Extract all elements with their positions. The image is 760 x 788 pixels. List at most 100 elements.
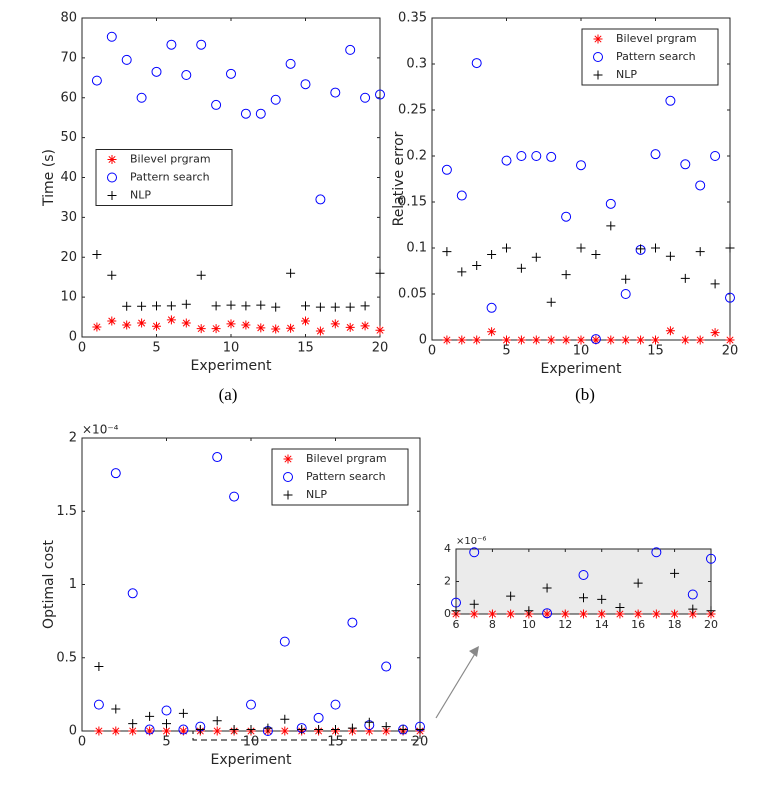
marker-shape xyxy=(137,301,147,311)
point xyxy=(92,249,102,259)
marker-shape xyxy=(471,58,482,69)
point xyxy=(487,327,497,337)
point xyxy=(695,180,706,191)
point xyxy=(725,243,735,253)
x-tick-label: 6 xyxy=(453,618,460,631)
marker-shape xyxy=(93,699,104,710)
legend-box xyxy=(581,28,719,86)
point xyxy=(688,604,698,614)
marker-shape xyxy=(178,726,188,736)
x-tick-label: 5 xyxy=(502,344,510,359)
point xyxy=(347,723,357,733)
marker-shape xyxy=(576,243,586,253)
marker-shape xyxy=(531,252,541,262)
point xyxy=(162,719,171,729)
marker-shape xyxy=(256,323,266,333)
marker-shape xyxy=(286,323,296,333)
marker-shape xyxy=(345,44,356,55)
y-tick-label: 1 xyxy=(69,577,77,592)
point xyxy=(457,335,467,345)
point xyxy=(137,301,147,311)
marker-shape xyxy=(597,609,607,619)
point xyxy=(469,599,479,609)
marker-shape xyxy=(226,68,236,79)
marker-shape xyxy=(166,301,176,311)
point xyxy=(92,322,102,332)
point xyxy=(152,321,161,331)
marker-shape xyxy=(314,725,324,735)
marker-shape xyxy=(451,606,461,616)
marker-shape xyxy=(181,318,191,328)
marker-shape xyxy=(524,606,534,616)
point xyxy=(212,716,222,726)
marker-shape xyxy=(226,300,236,310)
point xyxy=(695,247,705,257)
marker-shape xyxy=(137,318,147,328)
marker-shape xyxy=(211,99,222,110)
marker-shape xyxy=(300,79,311,90)
marker-shape xyxy=(633,609,643,619)
marker-shape xyxy=(212,726,222,736)
point xyxy=(212,726,222,736)
point xyxy=(597,594,607,604)
point xyxy=(487,249,497,259)
marker-shape xyxy=(283,472,293,482)
point xyxy=(196,270,206,280)
point xyxy=(561,270,571,280)
marker-shape xyxy=(593,70,603,80)
point xyxy=(364,726,374,736)
point xyxy=(524,606,534,616)
x-tick-label: 20 xyxy=(704,618,718,631)
marker-shape xyxy=(651,547,662,558)
marker-shape xyxy=(280,714,290,724)
marker-shape xyxy=(345,302,355,312)
marker-shape xyxy=(710,328,720,338)
point xyxy=(279,636,290,647)
point xyxy=(364,717,374,727)
point xyxy=(166,39,177,50)
point xyxy=(501,155,512,166)
marker-shape xyxy=(315,326,325,336)
marker-shape xyxy=(636,244,646,254)
point xyxy=(161,705,172,716)
marker-shape xyxy=(297,725,307,735)
y-tick-label: 1.5 xyxy=(56,504,77,519)
marker-shape xyxy=(597,594,607,604)
marker-shape xyxy=(111,726,121,736)
marker-shape xyxy=(107,155,117,164)
point xyxy=(579,609,588,619)
point xyxy=(621,335,631,345)
y-tick-label: 0.2 xyxy=(406,149,427,164)
point xyxy=(166,301,176,311)
marker-shape xyxy=(695,335,705,345)
marker-shape xyxy=(670,609,680,619)
marker-shape xyxy=(441,164,452,175)
marker-shape xyxy=(531,151,542,161)
point xyxy=(178,726,188,736)
marker-shape xyxy=(241,301,251,311)
point xyxy=(710,279,720,289)
marker-shape xyxy=(178,724,189,735)
marker-shape xyxy=(196,39,207,50)
x-tick-label: 18 xyxy=(668,618,682,631)
point xyxy=(297,725,307,735)
point xyxy=(606,335,616,345)
marker-shape xyxy=(680,159,691,170)
marker-shape xyxy=(211,301,221,311)
marker-shape xyxy=(91,75,102,86)
point xyxy=(107,316,117,326)
point xyxy=(665,326,675,336)
point xyxy=(241,301,251,311)
point xyxy=(597,609,607,619)
marker-shape xyxy=(561,335,571,345)
marker-shape xyxy=(330,87,341,98)
marker-shape xyxy=(695,180,706,191)
point xyxy=(680,273,690,283)
marker-shape xyxy=(381,722,391,732)
point xyxy=(196,324,206,334)
x-tick-label: 15 xyxy=(647,344,664,359)
marker-shape xyxy=(561,270,571,280)
marker-shape xyxy=(127,588,138,599)
marker-shape xyxy=(375,268,385,278)
y-tick-label: 10 xyxy=(60,290,77,305)
